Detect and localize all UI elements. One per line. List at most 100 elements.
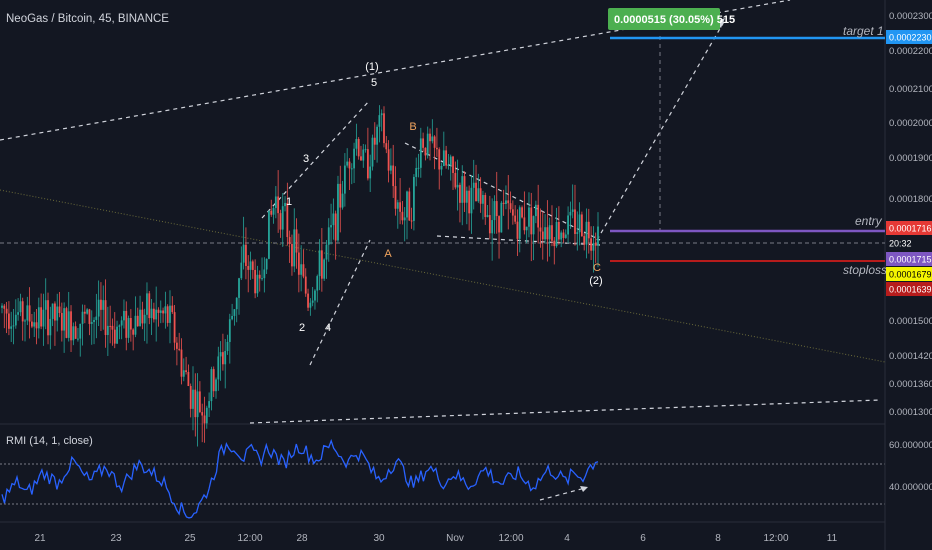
chart-title: NeoGas / Bitcoin, 45, BINANCE [6,13,169,25]
candle-body [394,186,397,209]
candle-body [242,244,245,263]
candle-body [470,187,473,214]
candle-body [148,293,151,319]
candle-body [24,320,26,322]
candle-body [226,341,229,351]
candle-body [431,136,434,142]
measure-box[interactable] [608,8,720,30]
candle-body [401,211,404,221]
long-trend-line[interactable] [0,189,886,363]
candle-body [14,314,17,326]
candle-body [380,113,383,116]
candle-body [408,191,411,221]
rmi-line [1,438,599,519]
projection-arrow-line[interactable] [596,19,726,241]
price-badge-text: 20:32 [889,239,912,249]
price-badge-text: 0.0001679 [889,270,932,280]
candle-body [261,278,263,280]
candle-body [571,209,574,212]
candle-body [86,309,89,314]
candle-body [514,215,517,222]
candle-body [77,338,79,340]
candle-body [360,156,362,161]
candle-body [175,342,178,349]
candle-body [141,309,144,324]
impulse-lower-line[interactable] [309,239,371,366]
candle-body [590,238,592,251]
target-label: target 1 [843,24,884,38]
candle-body [129,318,132,330]
candle-body [198,391,201,413]
time-axis: 21 23 25 12:00 28 30 Nov 12:00 4 6 8 12:00 11 [34,533,837,544]
candle-body [123,310,125,321]
candle-body [528,207,530,227]
candle-body [525,226,528,231]
candle-body [164,306,167,314]
candle-body [291,243,293,267]
wedge-lower-line[interactable] [436,235,601,246]
candle-body [369,166,372,179]
rmi-tick-label: 40.0000000 [889,482,932,493]
candle-body [468,190,471,214]
candle-body [580,214,583,237]
candle-body [189,386,192,409]
candle-body [314,290,316,301]
candle-body [274,196,277,209]
candle-body [201,412,204,416]
candle-body [166,306,169,323]
candle-body [330,225,332,228]
candle-body [530,207,533,235]
candle-body [355,139,358,149]
candle-body [350,168,353,170]
wave-label: B [409,121,416,133]
candle-body [442,150,445,167]
candle-body [325,244,328,260]
time-tick-label: 6 [640,533,646,544]
candle-body [507,200,510,204]
candle-body [521,207,523,218]
candle-body [120,320,123,326]
candle-body [415,167,418,177]
candle-body [438,149,441,170]
candle-body [316,276,319,291]
impulse-upper-line[interactable] [261,99,371,219]
candle-body [594,242,597,246]
candle-body [95,316,98,320]
candle-body [410,220,413,222]
upper-channel-line[interactable] [0,0,791,141]
candle-body [341,193,344,208]
candle-body [21,301,24,322]
candle-body [385,143,388,150]
candle-body [67,311,70,338]
candle-body [93,319,95,323]
candle-body [378,115,381,127]
candle-body [268,210,270,259]
candle-body [118,325,121,327]
candle-body [56,306,59,321]
candle-body [162,310,164,314]
candle-body [81,311,84,324]
price-tick-label: 0.0001360 [889,379,932,390]
candle-body [546,227,549,240]
rmi-divergence-line[interactable] [539,487,586,501]
candle-body [332,213,335,226]
candle-body [194,389,197,418]
trendlines[interactable] [0,0,881,501]
price-tick-label: 0.0002100 [889,84,932,95]
candle-body [270,210,273,215]
candle-body [70,311,72,341]
candle-body [111,325,114,330]
candle-body [300,264,303,275]
candle-body [486,215,489,218]
candle-body [134,315,137,335]
rmi-label: RMI (14, 1, close) [6,435,93,447]
lower-channel-line[interactable] [249,399,881,424]
candle-body [488,215,491,234]
time-tick-label: 28 [296,533,308,544]
candle-body [357,139,360,157]
candle-body [498,216,500,233]
candle-body [233,309,236,316]
price-badge-text: 0.0001715 [889,255,932,265]
candle-body [238,278,240,298]
